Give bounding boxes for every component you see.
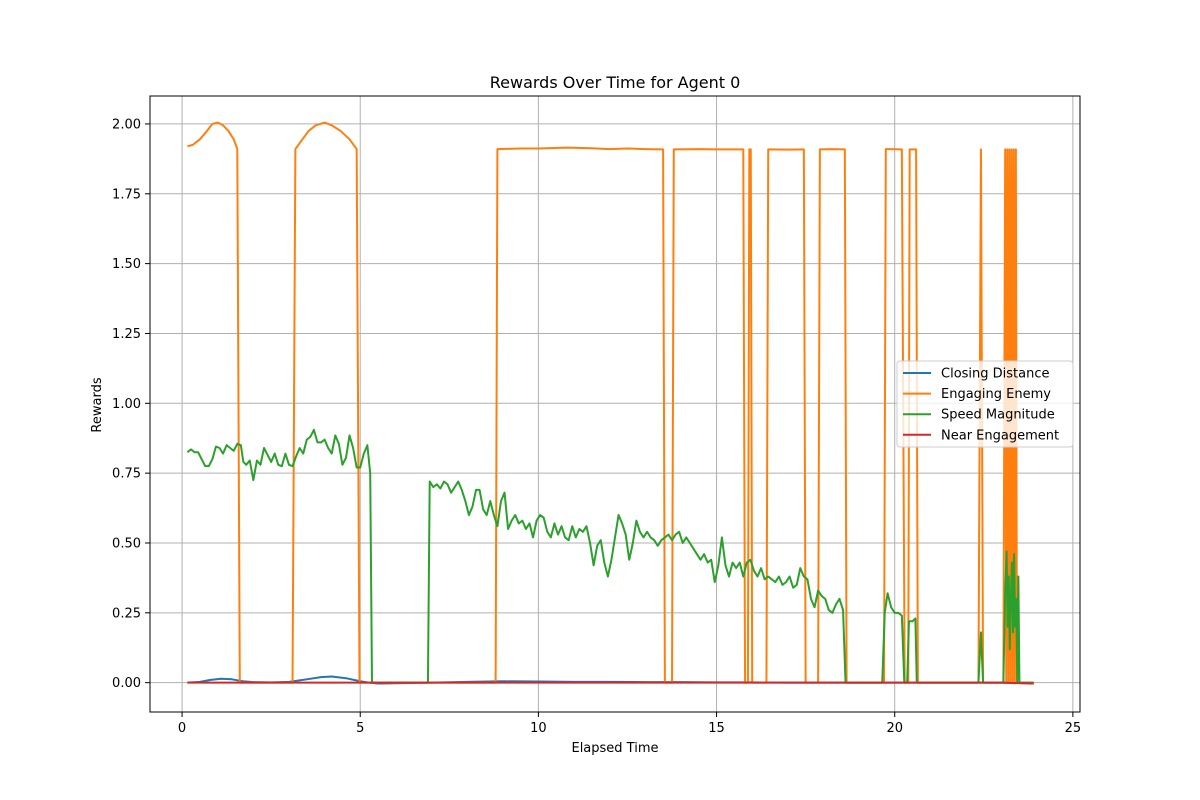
x-tick-label: 25: [1065, 721, 1082, 736]
x-tick-label: 20: [886, 721, 903, 736]
y-axis-label: Rewards: [90, 377, 105, 432]
y-axis-ticks: 0.00 0.25 0.50 0.75 1.00 1.25 1.50 1.75 2.00: [112, 117, 150, 691]
legend-label-near-engagement: Near Engagement: [941, 428, 1059, 443]
y-tick-label: 0.25: [112, 606, 141, 621]
x-axis-ticks: 0 5 10 15 20 25: [178, 712, 1081, 736]
y-tick-label: 0.50: [112, 536, 141, 551]
x-axis-label: Elapsed Time: [571, 741, 658, 756]
series-line-speed-magnitude: [186, 428, 1034, 684]
series-group: [186, 121, 1034, 685]
legend-box: [896, 360, 1074, 448]
x-tick-label: 15: [708, 721, 725, 736]
y-tick-label: 1.25: [112, 327, 141, 342]
y-tick-label: 0.75: [112, 467, 141, 482]
y-tick-label: 1.75: [112, 187, 141, 202]
legend-label-closing-distance: Closing Distance: [941, 367, 1050, 382]
legend: Closing Distance Engaging Enemy Speed Magn…: [896, 360, 1074, 448]
y-tick-label: 1.00: [112, 397, 141, 412]
y-tick-label: 1.50: [112, 257, 141, 272]
series-line-near-engagement: [187, 681, 1034, 685]
y-tick-label: 0.00: [112, 676, 141, 691]
plot-frame: [149, 95, 1081, 713]
legend-label-speed-magnitude: Speed Magnitude: [941, 408, 1055, 423]
x-tick-label: 5: [356, 721, 364, 736]
legend-label-engaging-enemy: Engaging Enemy: [941, 387, 1051, 402]
chart-title: Rewards Over Time for Agent 0: [490, 73, 741, 92]
y-tick-label: 2.00: [112, 117, 141, 132]
x-tick-label: 0: [178, 721, 186, 736]
x-tick-label: 10: [530, 721, 547, 736]
